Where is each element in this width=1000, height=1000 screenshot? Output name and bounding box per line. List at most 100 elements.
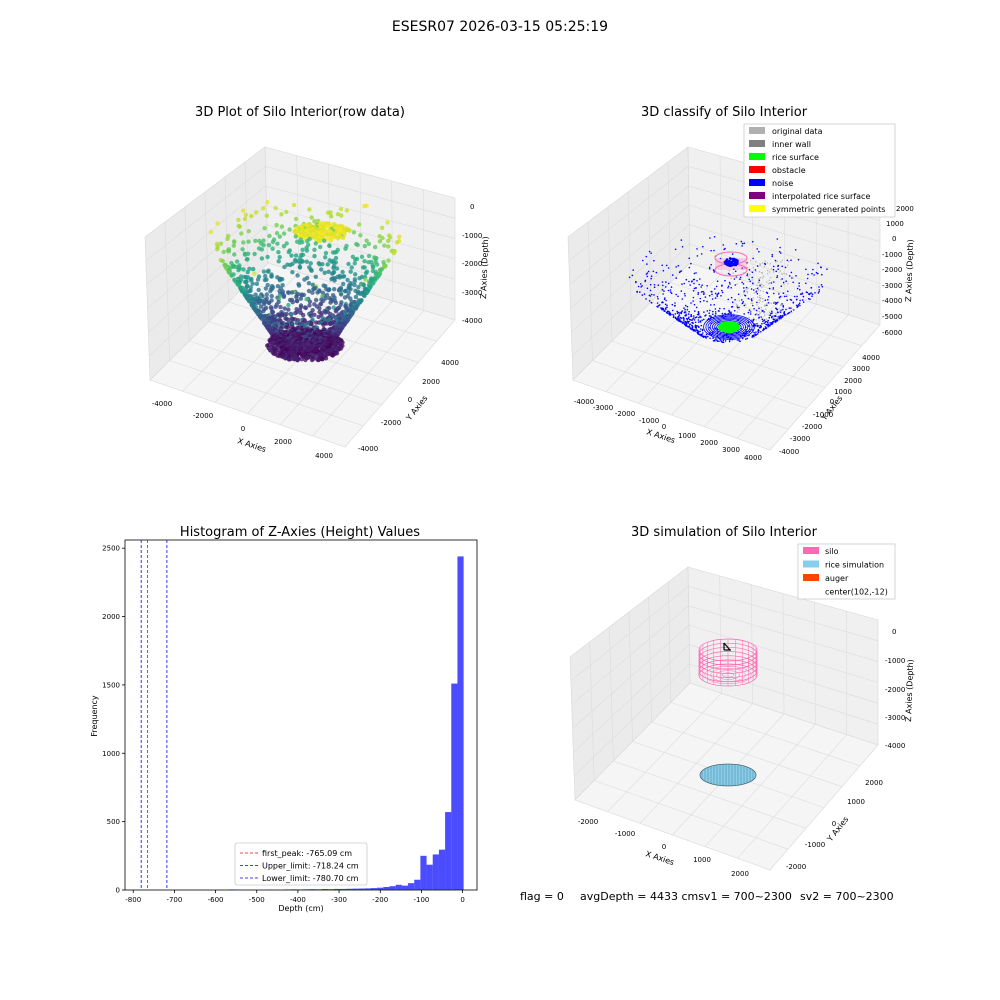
- raw-data-point: [297, 260, 303, 265]
- noise-point: [686, 305, 689, 308]
- raw-data-point: [220, 258, 225, 264]
- noise-point: [774, 315, 777, 317]
- classify-legend-label: symmetric generated points: [772, 205, 885, 214]
- noise-point: [689, 323, 691, 326]
- noise-point: [766, 304, 768, 307]
- raw-data-point: [341, 281, 346, 287]
- obstacle-point: [726, 263, 729, 267]
- raw-data-point: [215, 247, 220, 252]
- noise-point: [708, 266, 711, 269]
- original-data-point: [783, 283, 785, 285]
- original-data-point: [753, 317, 755, 319]
- original-data-point: [785, 273, 787, 275]
- noise-point: [705, 335, 707, 338]
- raw-data-point: [370, 265, 376, 270]
- noise-point: [795, 298, 798, 301]
- noise-point: [664, 286, 667, 288]
- noise-point: [681, 246, 684, 248]
- original-data-point: [757, 306, 760, 308]
- noise-point: [741, 337, 744, 340]
- raw-data-point: [256, 287, 261, 293]
- noise-point: [807, 273, 809, 276]
- noise-point: [796, 306, 798, 309]
- noise-point: [761, 310, 764, 312]
- noise-point: [655, 271, 658, 274]
- noise-point: [711, 290, 713, 293]
- raw-data-point: [240, 247, 245, 252]
- noise-point: [688, 266, 691, 269]
- raw-data-point: [289, 253, 294, 258]
- noise-point: [767, 324, 770, 327]
- raw-data-point: [328, 300, 333, 305]
- noise-point: [639, 291, 641, 293]
- histogram-bar: [438, 849, 446, 890]
- original-data-point: [767, 270, 769, 272]
- original-data-point: [755, 288, 757, 290]
- classify-y-tick: 1000: [834, 388, 852, 396]
- noise-point: [709, 237, 711, 239]
- simulation-plot-title: 3D simulation of Silo Interior: [631, 525, 818, 540]
- histogram-bar: [457, 556, 464, 890]
- raw-data-point: [298, 296, 303, 301]
- noise-point: [721, 284, 723, 287]
- noise-point: [764, 326, 767, 328]
- noise-point: [716, 294, 718, 296]
- histogram-y-tick: 500: [107, 818, 120, 826]
- noise-point: [743, 242, 746, 245]
- noise-point: [782, 308, 784, 311]
- noise-point: [741, 281, 743, 284]
- original-data-point: [791, 311, 793, 314]
- noise-point: [748, 309, 751, 311]
- noise-point: [783, 314, 785, 317]
- raw-data-point: [339, 213, 344, 218]
- noise-point: [683, 307, 685, 309]
- noise-point: [764, 263, 767, 266]
- noise-point: [701, 284, 703, 287]
- original-data-point: [757, 296, 759, 298]
- raw-data-point: [265, 282, 270, 288]
- raw-data-point: [231, 243, 236, 248]
- raw-data-point: [278, 313, 283, 319]
- noise-point: [652, 270, 655, 273]
- obstacle-point: [735, 262, 739, 266]
- noise-point: [690, 262, 692, 265]
- histogram-bar: [315, 889, 322, 890]
- noise-point: [733, 278, 736, 280]
- histogram-legend: first_peak: -765.09 cm Upper_limit: -718.…: [234, 842, 368, 886]
- noise-point: [752, 282, 754, 285]
- original-data-point: [745, 304, 747, 306]
- classify-x-tick: 1000: [678, 432, 696, 440]
- noise-point: [710, 263, 712, 266]
- noise-point: [696, 248, 698, 250]
- raw-data-point: [307, 303, 312, 308]
- noise-point: [719, 257, 722, 260]
- original-data-point: [762, 277, 764, 279]
- noise-point: [788, 275, 791, 277]
- noise-point: [820, 266, 822, 269]
- noise-point: [776, 319, 779, 322]
- raw-z-label: Z Axies (Depth): [479, 236, 490, 299]
- classify-z-tick: -1000: [882, 251, 902, 259]
- histogram-bar: [414, 879, 421, 890]
- raw-data-point: [261, 269, 267, 274]
- noise-point: [719, 307, 721, 310]
- original-data-point: [759, 312, 761, 314]
- original-data-point: [748, 316, 750, 319]
- simulation-x-tick: 0: [662, 843, 666, 851]
- raw-data-point: [315, 357, 321, 363]
- noise-point: [751, 240, 754, 243]
- original-data-point: [750, 302, 752, 304]
- classify-legend-label: inner wall: [772, 140, 811, 149]
- noise-point: [682, 316, 685, 319]
- original-data-point: [760, 297, 762, 300]
- noise-point: [693, 317, 695, 319]
- classify-3d-plot: 3D classify of Silo Interior -4000 -3000…: [567, 105, 915, 462]
- raw-data-point: [263, 286, 269, 291]
- classify-z-label: Z Axies (Depth): [904, 239, 915, 302]
- classify-legend-swatch: [749, 127, 765, 134]
- raw-data-point: [241, 208, 246, 213]
- noise-point: [731, 301, 734, 304]
- raw-data-point: [281, 244, 287, 249]
- raw-data-point: [388, 235, 393, 240]
- noise-point: [665, 264, 668, 267]
